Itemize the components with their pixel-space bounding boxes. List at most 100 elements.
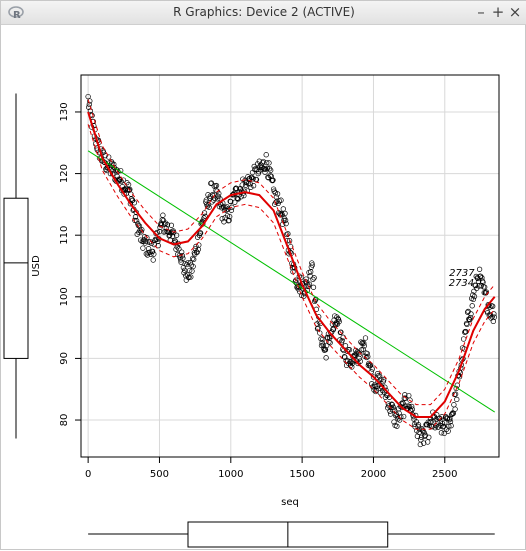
data-point	[418, 434, 425, 440]
data-point	[353, 350, 359, 356]
y-tick-label: 110	[59, 226, 70, 245]
data-point	[476, 266, 483, 272]
data-point	[405, 403, 411, 409]
data-point	[172, 237, 178, 244]
data-point	[389, 401, 395, 407]
title-bar[interactable]: R R Graphics: Device 2 (ACTIVE) – + ×	[1, 1, 526, 25]
data-point	[419, 427, 426, 433]
x-boxplot	[88, 521, 495, 548]
maximize-button[interactable]: +	[491, 3, 505, 21]
data-point	[335, 316, 341, 322]
point-annotation-label: 2734	[449, 278, 474, 289]
data-point	[320, 336, 326, 343]
data-point	[229, 204, 235, 210]
data-point	[145, 246, 152, 252]
data-point	[227, 213, 233, 220]
data-point	[239, 182, 245, 188]
data-point	[296, 283, 302, 289]
data-point	[409, 406, 415, 412]
data-point	[233, 185, 240, 192]
x-tick-label: 1000	[218, 469, 243, 480]
data-point	[466, 316, 472, 322]
data-point	[250, 183, 257, 189]
data-point	[375, 372, 382, 379]
data-point	[444, 415, 451, 421]
data-point	[219, 216, 225, 222]
data-point	[114, 167, 120, 173]
data-point	[151, 251, 157, 257]
linear-fit-line	[87, 150, 495, 413]
data-point	[187, 267, 193, 274]
y-tick-label: 120	[59, 164, 70, 183]
data-point	[168, 222, 175, 228]
data-point	[181, 267, 188, 273]
data-point	[188, 274, 194, 280]
data-point	[401, 413, 407, 420]
data-point	[228, 207, 235, 213]
data-point	[223, 207, 229, 213]
data-point	[228, 198, 234, 205]
data-point	[467, 317, 473, 323]
data-point	[250, 176, 256, 182]
data-point	[369, 366, 375, 372]
data-point	[252, 166, 258, 173]
close-button[interactable]: ×	[508, 3, 522, 21]
y-boxplot	[3, 93, 29, 439]
data-point	[135, 222, 142, 229]
fit-lines	[87, 99, 496, 430]
data-point	[421, 440, 427, 446]
point-annotation-label: 2737	[449, 268, 475, 279]
y-tick-label: 130	[59, 102, 70, 121]
data-point	[194, 249, 200, 255]
data-point	[452, 406, 458, 412]
data-point	[471, 288, 477, 294]
data-point	[460, 336, 467, 342]
data-point	[342, 354, 348, 360]
data-point	[338, 329, 344, 335]
data-point	[409, 403, 415, 410]
data-point	[251, 163, 257, 170]
data-point	[389, 402, 395, 408]
data-point	[151, 241, 157, 248]
data-point	[369, 381, 375, 387]
data-point	[314, 326, 321, 332]
data-point	[432, 425, 438, 431]
data-point	[478, 273, 484, 280]
data-point	[208, 180, 215, 186]
y-tick-label: 80	[59, 414, 70, 427]
data-point	[429, 423, 435, 430]
data-point	[131, 200, 138, 206]
data-point	[439, 420, 446, 427]
data-point	[163, 220, 169, 226]
data-point	[491, 311, 497, 317]
data-point	[418, 437, 424, 443]
x-axis-label: seq	[281, 497, 299, 508]
data-point	[271, 188, 277, 194]
data-point	[441, 430, 447, 437]
data-point	[176, 246, 182, 252]
data-point	[339, 337, 345, 344]
data-point	[463, 320, 470, 327]
data-point	[282, 217, 289, 223]
data-point	[362, 335, 369, 341]
data-point	[321, 347, 328, 353]
data-point	[399, 399, 406, 406]
x-tick-label: 1500	[289, 469, 314, 480]
data-point	[149, 248, 156, 255]
data-point	[424, 421, 430, 428]
data-point	[197, 230, 203, 237]
data-point	[346, 347, 353, 353]
data-point	[280, 206, 286, 212]
smooth-upper-band	[87, 99, 496, 406]
minimize-button[interactable]: –	[477, 3, 485, 21]
data-point	[310, 284, 317, 290]
data-point	[393, 411, 399, 417]
y-tick-label: 90	[59, 352, 70, 365]
data-point	[274, 191, 281, 197]
data-point	[330, 326, 337, 333]
data-point	[438, 430, 445, 436]
data-point	[421, 430, 427, 436]
data-point	[155, 242, 161, 249]
data-point	[426, 434, 432, 440]
